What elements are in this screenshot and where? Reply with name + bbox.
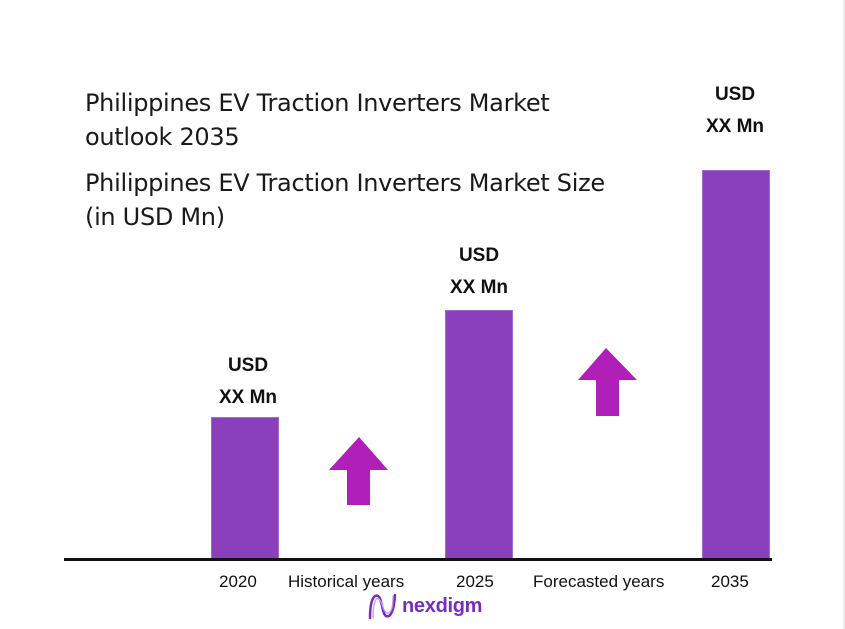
value-currency: USD	[714, 84, 756, 105]
x-label-2035: 2035	[711, 572, 749, 591]
bar-2035	[702, 170, 770, 559]
nexdigm-wave-icon	[368, 593, 397, 620]
value-currency: USD	[458, 245, 500, 266]
value-amount: XX Mn	[218, 387, 278, 408]
subtitle-line-2: (in USD Mn)	[85, 203, 225, 231]
nexdigm-logo: nexdigm	[368, 592, 482, 620]
bar-2020	[211, 417, 279, 559]
value-amount: XX Mn	[705, 116, 765, 137]
chart-title: Philippines EV Traction Inverters Market…	[85, 86, 550, 154]
x-label-historical-years: Historical years	[288, 572, 405, 591]
value-amount: XX Mn	[449, 277, 509, 298]
title-line-2: outlook 2035	[85, 123, 240, 151]
logo-text: nexdigm	[402, 594, 483, 617]
subtitle-line-1: Philippines EV Traction Inverters Market…	[85, 169, 605, 197]
bar-value-label-2020: USD XX Mn	[188, 350, 308, 414]
growth-arrow-up-icon	[329, 437, 388, 505]
title-line-1: Philippines EV Traction Inverters Market	[85, 89, 550, 117]
x-label-forecasted-years: Forecasted years	[533, 572, 665, 591]
bar-2025	[445, 310, 513, 559]
bar-value-label-2025: USD XX Mn	[419, 240, 539, 304]
bar-value-label-2035: USD XX Mn	[675, 79, 795, 143]
right-edge-divider	[843, 0, 845, 629]
value-currency: USD	[227, 355, 269, 376]
x-axis-line	[64, 558, 772, 561]
x-label-2020: 2020	[219, 572, 257, 591]
growth-arrow-up-icon	[578, 348, 637, 416]
x-label-2025: 2025	[456, 572, 494, 591]
chart-subtitle: Philippines EV Traction Inverters Market…	[85, 166, 605, 234]
